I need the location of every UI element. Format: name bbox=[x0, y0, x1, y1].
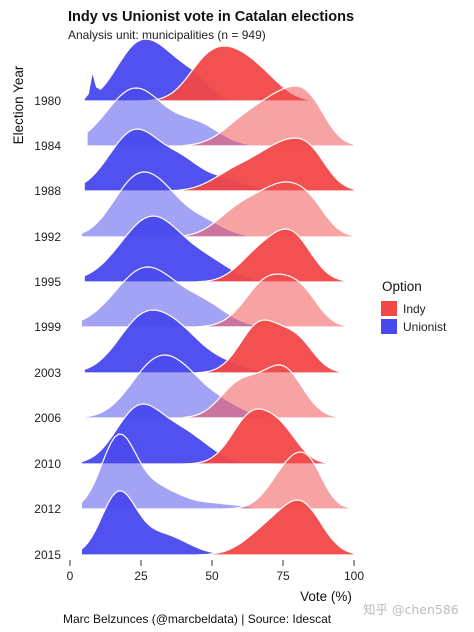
ridge-indy-1999 bbox=[197, 273, 355, 328]
legend: Option Indy Unionist bbox=[381, 279, 447, 334]
y-tick-label-1980: 1980 bbox=[34, 94, 61, 108]
chart-title: Indy vs Unionist vote in Catalan electio… bbox=[68, 9, 354, 25]
legend-label-unionist: Unionist bbox=[403, 320, 447, 334]
y-tick-label-2003: 2003 bbox=[34, 366, 61, 380]
legend-swatch-unionist bbox=[381, 319, 397, 334]
y-tick-label-1992: 1992 bbox=[34, 230, 61, 244]
x-axis: 0 25 50 75 100 bbox=[67, 560, 364, 583]
ridge-indy-2010 bbox=[183, 408, 354, 465]
y-axis-title: Election Year bbox=[11, 65, 26, 144]
ridge-indy-1988 bbox=[168, 137, 355, 192]
y-tick-label-1988: 1988 bbox=[34, 184, 61, 198]
ridge-indy-2015 bbox=[197, 499, 355, 556]
ridge-indy-2003 bbox=[197, 319, 355, 374]
ridge-indy-2012 bbox=[225, 451, 355, 510]
x-tick-label-0: 0 bbox=[67, 569, 74, 583]
ridge-indy-1992 bbox=[155, 181, 355, 238]
chart-caption: Marc Belzunces (@marcbeldata) | Source: … bbox=[63, 612, 332, 626]
ridge-indy-1984 bbox=[183, 85, 355, 147]
x-tick-label-50: 50 bbox=[205, 569, 219, 583]
y-tick-label-1999: 1999 bbox=[34, 320, 61, 334]
ridge-indy-2006 bbox=[183, 364, 355, 419]
y-tick-label-1995: 1995 bbox=[34, 275, 61, 289]
y-tick-label-2015: 2015 bbox=[34, 548, 61, 562]
x-tick-label-75: 75 bbox=[276, 569, 290, 583]
legend-label-indy: Indy bbox=[403, 302, 426, 316]
x-tick-label-100: 100 bbox=[344, 569, 364, 583]
x-tick-label-25: 25 bbox=[134, 569, 148, 583]
y-tick-label-2012: 2012 bbox=[34, 502, 61, 516]
y-tick-label-1984: 1984 bbox=[34, 139, 61, 153]
ridges-layer bbox=[80, 38, 355, 556]
legend-swatch-indy bbox=[381, 301, 397, 316]
legend-title: Option bbox=[382, 279, 422, 294]
y-tick-label-2006: 2006 bbox=[34, 411, 61, 425]
watermark: 知乎 @chen586 bbox=[363, 602, 459, 617]
chart-subtitle: Analysis unit: municipalities (n = 949) bbox=[68, 28, 266, 42]
y-tick-label-2010: 2010 bbox=[34, 457, 61, 471]
x-axis-title: Vote (%) bbox=[300, 589, 352, 604]
y-tick-labels: 1980 1984 1988 1992 1995 1999 2003 2006 2010 2012… bbox=[34, 94, 61, 562]
ridge-indy-1995 bbox=[197, 228, 355, 283]
